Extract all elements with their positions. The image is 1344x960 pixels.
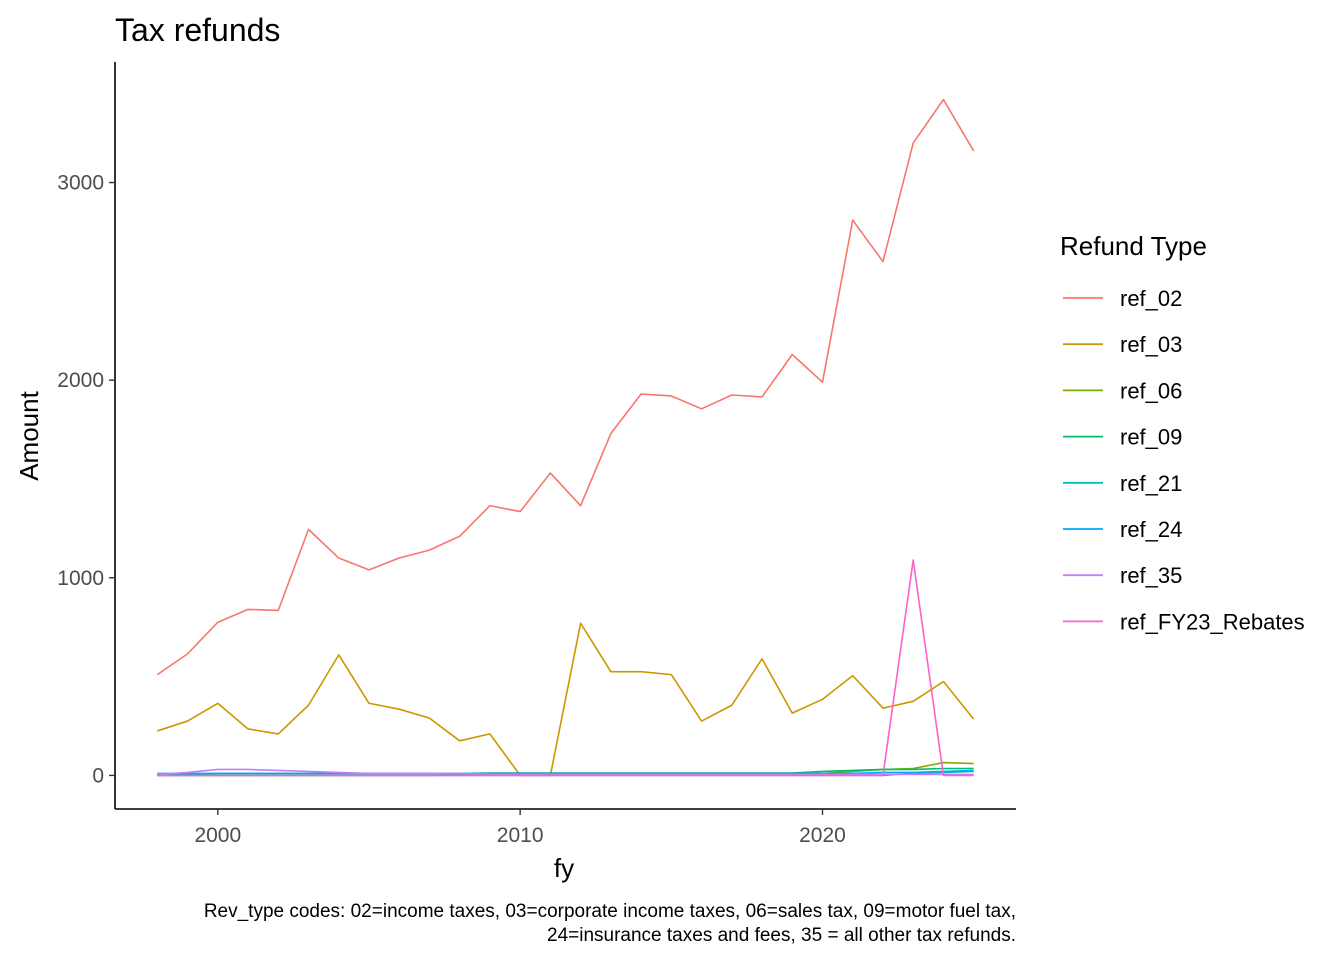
x-axis-title: fy [554,853,574,883]
caption-line-1: Rev_type codes: 02=income taxes, 03=corp… [204,901,1016,922]
legend-label-ref-03: ref_03 [1120,332,1182,357]
series-line-ref-fy23-rebates [157,559,974,777]
series-line-ref-35 [157,768,974,776]
legend-title: Refund Type [1060,231,1207,261]
caption-line-2: 24=insurance taxes and fees, 35 = all ot… [547,925,1016,946]
legend-label-ref-24: ref_24 [1120,517,1182,542]
series-line-ref-03 [157,622,975,777]
series-lines [156,98,975,777]
legend-label-ref-06: ref_06 [1120,378,1182,403]
y-tick-label: 0 [92,764,104,787]
x-axis-ticks: 2000 2010 2020 [194,809,846,847]
x-tick-label: 2010 [497,824,544,847]
x-tick-label: 2000 [194,824,241,847]
legend: Refund Type ref_02 ref_03 ref_06 ref_09 ref_… [1060,231,1305,634]
y-tick-label: 1000 [57,567,104,590]
legend-label-ref-21: ref_21 [1120,471,1182,496]
x-tick-label: 2020 [799,824,846,847]
y-axis-title: Amount [14,390,44,480]
series-line-ref-24 [157,769,974,775]
y-tick-label: 3000 [57,172,104,195]
legend-label-ref-09: ref_09 [1120,425,1182,450]
y-tick-label: 2000 [57,369,104,392]
plot-area: 0 1000 2000 3000 2000 2010 2020 [57,62,1016,847]
legend-label-ref-35: ref_35 [1120,563,1182,588]
legend-label-ref-02: ref_02 [1120,286,1182,311]
legend-label-ref-fy23-rebates: ref_FY23_Rebates [1120,609,1305,634]
y-axis-ticks: 0 1000 2000 3000 [57,172,115,787]
series-line-ref-02 [156,98,975,676]
chart-title: Tax refunds [115,12,280,48]
